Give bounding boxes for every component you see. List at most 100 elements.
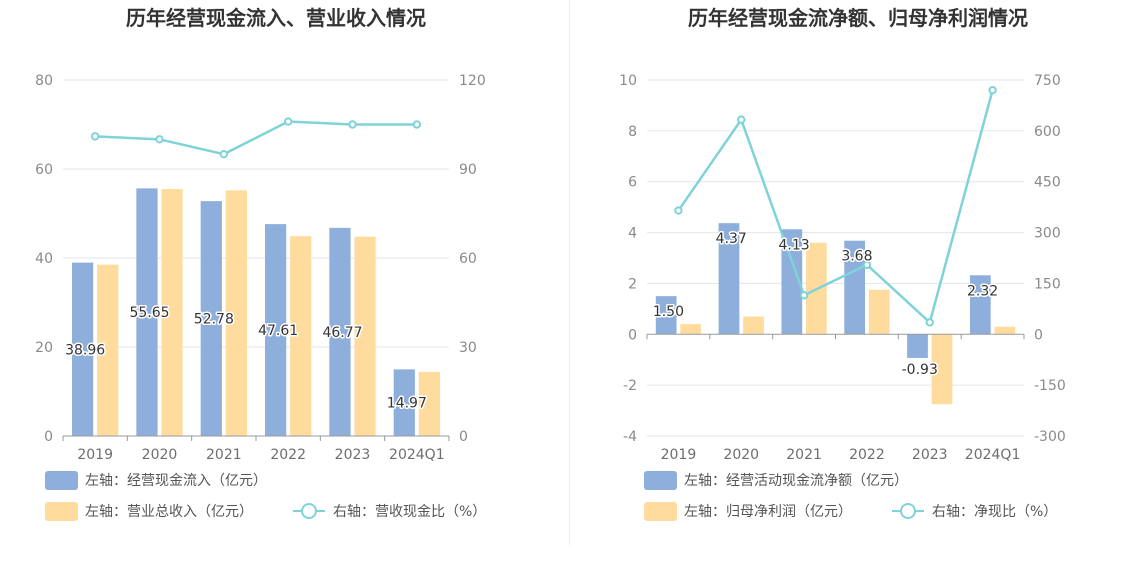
legend-swatch-primary (644, 471, 677, 490)
left-axis-tick: 10 (619, 73, 637, 89)
x-axis-label: 2020 (142, 447, 178, 463)
legend-item: 右轴：净现比（%） (892, 503, 1057, 520)
legend-item: 左轴：经营活动现金流净额（亿元） (644, 471, 908, 490)
bar-primary (265, 224, 287, 436)
bar-secondary (354, 236, 376, 436)
left-axis-tick: 0 (44, 429, 53, 445)
line-point (737, 115, 746, 124)
bar-secondary (161, 189, 183, 436)
right-axis-tick: 60 (459, 251, 477, 267)
left-axis-tick: 0 (628, 327, 637, 343)
bar-secondary (97, 264, 119, 436)
legend-label: 左轴：归母净利润（亿元） (684, 503, 852, 520)
right-axis-tick: -300 (1034, 429, 1066, 445)
x-axis-label: 2020 (723, 447, 759, 463)
x-axis-label: 2023 (912, 447, 948, 463)
right-axis-tick: 600 (1034, 124, 1061, 140)
bar-primary (781, 229, 803, 335)
right-axis-tick: 750 (1034, 73, 1061, 89)
legend-item: 左轴：归母净利润（亿元） (644, 502, 852, 521)
x-axis-label: 2019 (661, 447, 697, 463)
line-point (925, 318, 934, 327)
line-series (677, 89, 994, 325)
legend-label: 左轴：营业总收入（亿元） (85, 504, 253, 520)
left-axis-tick: 4 (628, 226, 637, 242)
line-point (283, 117, 293, 126)
legend-label: 右轴：营收现金比（%） (333, 504, 486, 520)
legend-marker (301, 503, 317, 519)
bar-secondary (418, 371, 440, 436)
left-axis-tick: 20 (35, 340, 53, 356)
bar-primary (329, 227, 351, 436)
x-axis-label: 2022 (270, 447, 306, 463)
right-axis-tick: 0 (459, 429, 468, 445)
bar-secondary (743, 316, 764, 335)
line-point (988, 85, 997, 95)
chart-1: 历年经营现金流入、营业收入情况 0 20 40 60 80 0 30 60 90 120 2019 20… (35, 6, 486, 521)
left-axis-tick: 60 (35, 162, 53, 178)
line-point (412, 120, 422, 129)
data-label: 1.50 (653, 304, 684, 320)
bar-secondary (931, 334, 953, 405)
bar-primary (200, 201, 222, 436)
left-axis-tick: 2 (628, 276, 637, 292)
chart-2: 历年经营现金流净额、归母净利润情况 -4 -2 0 2 4 6 8 10 -300 -150 0 150… (619, 6, 1066, 521)
bar-secondary (225, 190, 247, 436)
data-label: 38.96 (65, 342, 105, 358)
left-axis-tick: -4 (623, 429, 637, 445)
panel-divider (569, 0, 570, 545)
line-point (90, 132, 100, 141)
x-axis-label: 2021 (786, 447, 822, 463)
bar-primary (136, 188, 158, 436)
left-axis-tick: 8 (628, 124, 637, 140)
line-point (674, 206, 683, 215)
legend-item: 左轴：营业总收入（亿元） (45, 502, 253, 521)
x-axis-label: 2019 (77, 447, 113, 463)
left-axis-tick: -2 (623, 378, 637, 394)
bar-primary (718, 223, 740, 335)
data-label: 52.78 (194, 312, 234, 328)
line-point (862, 260, 872, 269)
line-series (95, 120, 417, 156)
legend-marker (900, 503, 916, 519)
data-label: 4.37 (716, 231, 747, 247)
right-axis-tick: 120 (459, 73, 486, 89)
legend-label: 左轴：经营活动现金流净额（亿元） (684, 473, 908, 489)
right-axis-tick: 90 (459, 162, 477, 178)
bar-primary (655, 296, 677, 335)
left-axis-tick: 40 (35, 251, 53, 267)
right-axis-tick: 300 (1034, 226, 1061, 242)
line-point (348, 120, 357, 129)
bar-secondary (290, 236, 312, 436)
left-axis-tick: 6 (628, 175, 637, 191)
data-label: 2.32 (967, 283, 998, 299)
legend-swatch-secondary (45, 502, 78, 521)
bar-primary (969, 275, 991, 335)
bar-secondary (994, 326, 1016, 335)
line-point (219, 149, 229, 159)
data-label: 46.77 (322, 325, 362, 341)
x-axis-label: 2022 (849, 447, 885, 463)
bar-primary (72, 262, 94, 436)
legend-label: 右轴：净现比（%） (932, 504, 1057, 520)
x-axis-label: 2024Q1 (965, 447, 1021, 463)
legend-item: 右轴：营收现金比（%） (293, 503, 486, 520)
data-label: 4.13 (778, 237, 809, 253)
data-label: 55.65 (129, 305, 169, 321)
right-axis-tick: 450 (1034, 175, 1061, 191)
right-axis-tick: 0 (1034, 327, 1043, 343)
legend-swatch-secondary (644, 502, 677, 521)
right-axis-tick: 30 (459, 340, 477, 356)
data-label: 14.97 (387, 396, 427, 412)
legend-item: 左轴：经营现金流入（亿元） (45, 471, 267, 490)
bar-secondary (680, 324, 702, 335)
legend-swatch-primary (45, 471, 78, 490)
chart-title: 历年经营现金流入、营业收入情况 (126, 6, 426, 30)
bar-primary (907, 334, 928, 358)
data-label: 3.68 (841, 249, 872, 265)
right-axis-tick: -150 (1034, 378, 1066, 394)
bar-secondary (868, 289, 890, 335)
x-axis-label: 2024Q1 (389, 447, 445, 463)
right-axis-tick: 150 (1034, 276, 1061, 292)
